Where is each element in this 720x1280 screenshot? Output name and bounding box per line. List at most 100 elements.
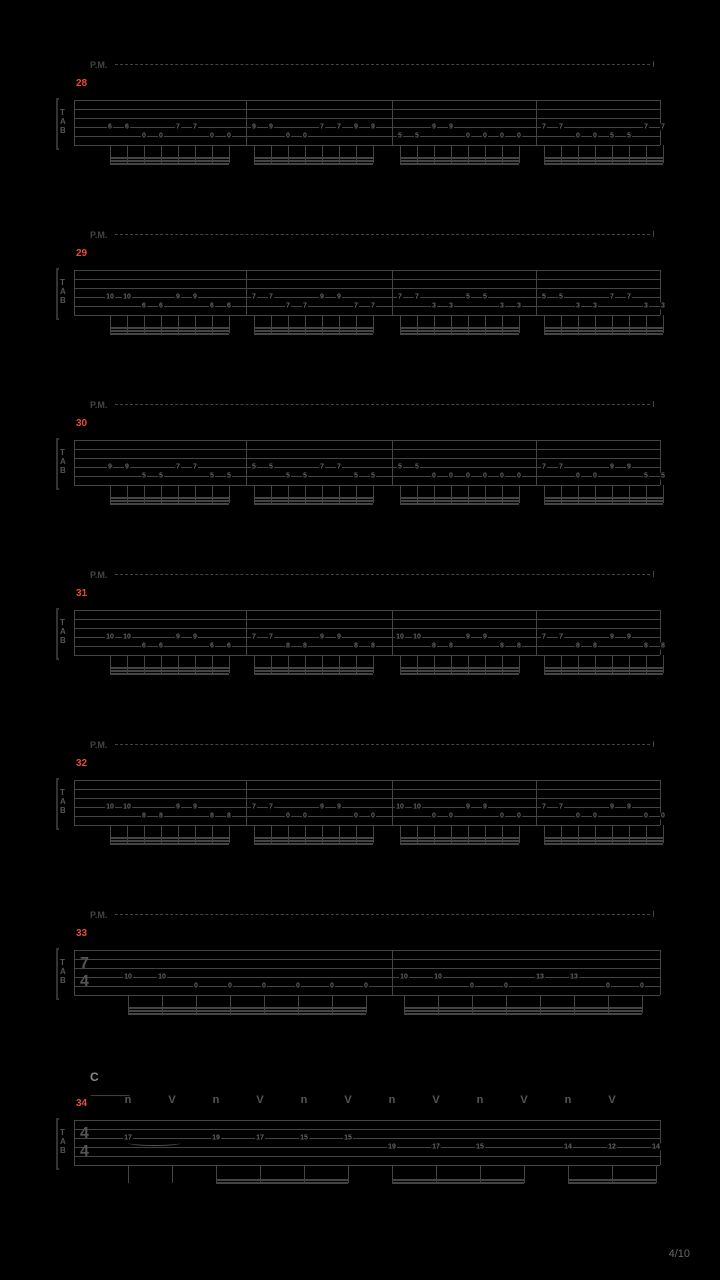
beam — [400, 843, 519, 845]
fret-number: 5 — [370, 473, 376, 480]
fret-number: 0 — [499, 813, 505, 820]
fret-number: 0 — [575, 473, 581, 480]
note-stem — [519, 145, 520, 163]
fret-number: 7 — [541, 634, 547, 641]
beam — [400, 497, 519, 499]
fret-number: 5 — [541, 294, 547, 301]
fret-number: 7 — [558, 124, 564, 131]
beam — [544, 160, 663, 162]
staff-bracket — [56, 778, 59, 830]
fret-number: 5 — [285, 473, 291, 480]
fret-number: 0 — [605, 983, 611, 990]
fret-number: 9 — [336, 294, 342, 301]
stroke-mark: V — [256, 1094, 263, 1106]
fret-number: 9 — [448, 124, 454, 131]
fret-number: 7 — [336, 464, 342, 471]
measure-number: 32 — [76, 758, 87, 769]
beam — [400, 673, 519, 675]
note-stem — [229, 145, 230, 163]
fret-number: 0 — [639, 983, 645, 990]
beam — [254, 670, 373, 672]
fret-number: 0 — [482, 133, 488, 140]
note-stem — [373, 315, 374, 333]
beam — [400, 163, 519, 165]
staff-bracket — [56, 268, 59, 320]
palm-mute-label: P.M. — [90, 740, 107, 750]
fret-number: 7 — [319, 124, 325, 131]
fret-number: 5 — [397, 133, 403, 140]
fret-number: 0 — [465, 473, 471, 480]
stroke-mark: n — [565, 1094, 572, 1106]
note-stem — [366, 995, 367, 1013]
beam — [110, 673, 229, 675]
note-stem — [172, 1165, 173, 1183]
fret-number: 0 — [158, 133, 164, 140]
page-number: 4/10 — [669, 1248, 690, 1260]
beam — [110, 327, 229, 329]
stroke-mark: n — [389, 1094, 396, 1106]
fret-number: 10 — [105, 804, 115, 811]
measure-number: 30 — [76, 418, 87, 429]
beam — [254, 163, 373, 165]
beam — [254, 837, 373, 839]
beam — [400, 840, 519, 842]
fret-number: 7 — [660, 124, 666, 131]
beam — [544, 843, 663, 845]
beam — [544, 840, 663, 842]
fret-number: 9 — [175, 294, 181, 301]
fret-number: 5 — [660, 473, 666, 480]
tab-clef: TAB — [60, 618, 72, 645]
fret-number: 0 — [209, 133, 215, 140]
fret-number: 9 — [370, 124, 376, 131]
fret-number: 9 — [192, 294, 198, 301]
fret-number: 6 — [226, 303, 232, 310]
fret-number: 5 — [226, 473, 232, 480]
beam — [254, 157, 373, 159]
note-stem — [519, 315, 520, 333]
fret-number: 8 — [448, 643, 454, 650]
fret-number: 7 — [414, 294, 420, 301]
fret-number: 6 — [226, 643, 232, 650]
fret-number: 6 — [141, 643, 147, 650]
beam — [400, 330, 519, 332]
palm-mute-label: P.M. — [90, 230, 107, 240]
fret-number: 8 — [302, 643, 308, 650]
fret-number: 7 — [643, 124, 649, 131]
beam — [400, 503, 519, 505]
fret-number: 10 — [433, 974, 443, 981]
fret-number: 7 — [192, 124, 198, 131]
fret-number: 0 — [295, 983, 301, 990]
beam — [404, 1013, 642, 1015]
note-stem — [663, 145, 664, 163]
fret-number: 0 — [285, 813, 291, 820]
fret-number: 0 — [193, 983, 199, 990]
fret-number: 9 — [353, 124, 359, 131]
fret-number: 7 — [319, 464, 325, 471]
fret-number: 7 — [370, 303, 376, 310]
stroke-mark: n — [301, 1094, 308, 1106]
fret-number: 7 — [558, 634, 564, 641]
tab-staff: 741010000000101000131300 — [74, 950, 660, 995]
fret-number: 3 — [592, 303, 598, 310]
beam — [254, 503, 373, 505]
beam — [110, 330, 229, 332]
beam — [400, 667, 519, 669]
fret-number: 0 — [516, 813, 522, 820]
fret-number: 9 — [319, 804, 325, 811]
fret-number: 15 — [475, 1144, 485, 1151]
beam — [400, 327, 519, 329]
measure-number: 28 — [76, 78, 87, 89]
tab-staff: 101066996677889988101088998877889988 — [74, 610, 660, 655]
fret-number: 5 — [302, 473, 308, 480]
note-stem — [229, 825, 230, 843]
fret-number: 3 — [448, 303, 454, 310]
fret-number: 9 — [465, 804, 471, 811]
fret-number: 0 — [226, 133, 232, 140]
beam — [544, 500, 663, 502]
fret-number: 0 — [431, 473, 437, 480]
note-stem — [519, 655, 520, 673]
fret-number: 9 — [107, 464, 113, 471]
fret-number: 9 — [626, 464, 632, 471]
fret-number: 10 — [105, 294, 115, 301]
fret-number: 7 — [558, 464, 564, 471]
